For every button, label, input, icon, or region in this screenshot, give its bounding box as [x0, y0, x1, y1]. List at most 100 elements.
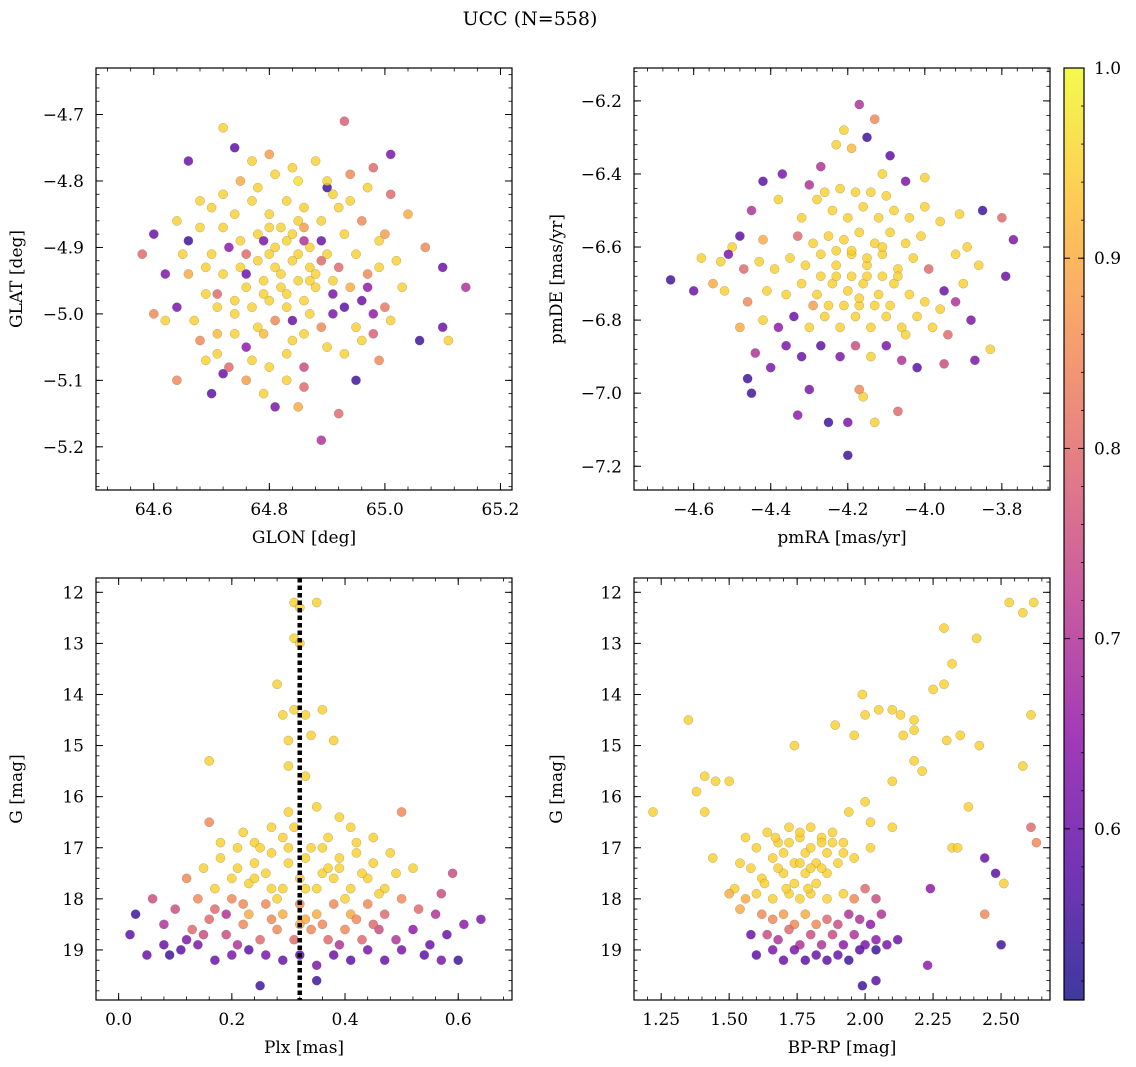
data-point: [865, 843, 876, 853]
data-point: [345, 196, 355, 206]
data-point: [843, 417, 853, 428]
data-point: [765, 362, 776, 373]
data-point: [812, 194, 822, 205]
data-point: [757, 909, 767, 919]
data-point: [125, 929, 135, 940]
data-point: [800, 909, 811, 919]
data-point: [887, 776, 898, 787]
data-point: [345, 955, 356, 965]
data-point: [339, 349, 350, 359]
data-point: [339, 229, 350, 239]
data-point: [904, 289, 915, 300]
data-point: [334, 812, 345, 822]
data-point: [865, 817, 876, 827]
data-point: [403, 209, 413, 219]
data-point: [305, 262, 315, 273]
data-point: [357, 934, 367, 945]
y-tick-label: −7.2: [581, 457, 622, 477]
data-point: [838, 888, 849, 899]
data-point: [767, 945, 778, 955]
data-point: [425, 940, 435, 950]
data-point: [322, 342, 332, 352]
data-point: [316, 435, 327, 445]
data-point: [822, 955, 832, 965]
data-point: [831, 271, 841, 282]
data-point: [195, 222, 205, 233]
data-point: [218, 123, 228, 133]
data-point: [943, 329, 953, 340]
data-point: [368, 832, 379, 843]
data-point: [849, 853, 859, 863]
data-point: [311, 975, 322, 986]
data-point: [939, 623, 949, 633]
data-point: [206, 202, 217, 213]
data-point: [822, 914, 832, 925]
data-point: [796, 351, 807, 362]
data-point: [954, 209, 965, 219]
data-point: [939, 679, 949, 690]
data-point: [920, 297, 930, 307]
data-point: [735, 904, 745, 914]
data-point: [816, 837, 827, 848]
data-point: [289, 934, 299, 945]
data-point: [443, 335, 454, 346]
data-point: [846, 271, 857, 282]
data-point: [281, 375, 292, 386]
data-point: [264, 149, 275, 160]
data-point: [218, 368, 228, 379]
data-point: [844, 807, 854, 817]
data-point: [839, 234, 849, 245]
data-point: [201, 289, 211, 299]
data-point: [476, 914, 486, 925]
data-point: [215, 837, 226, 848]
data-point: [362, 269, 373, 279]
data-point: [413, 904, 424, 914]
data-point: [833, 950, 843, 960]
data-point: [289, 705, 299, 715]
data-point: [235, 236, 246, 246]
y-tick-label: 16: [62, 788, 84, 808]
data-point: [796, 278, 807, 289]
data-point: [283, 735, 294, 746]
data-point: [170, 904, 180, 914]
data-point: [849, 730, 859, 741]
data-point: [881, 311, 892, 322]
y-axis-label: pmDE [mas/yr]: [547, 214, 567, 344]
data-point: [683, 715, 694, 725]
data-point: [368, 329, 379, 339]
data-point: [396, 945, 407, 955]
x-axis-label: pmRA [mas/yr]: [777, 528, 906, 548]
data-point: [800, 955, 811, 965]
data-point: [833, 858, 843, 868]
data-point: [299, 295, 309, 306]
data-point: [351, 322, 361, 332]
data-point: [822, 848, 832, 858]
y-tick-label: −5.0: [43, 305, 84, 325]
data-point: [854, 293, 865, 303]
data-point: [264, 222, 275, 233]
data-point: [345, 169, 355, 180]
data-point: [447, 868, 458, 879]
data-point: [461, 282, 471, 293]
data-point: [885, 150, 895, 161]
data-point: [719, 286, 730, 296]
data-point: [997, 213, 1007, 223]
x-tick-label: 2.25: [914, 1010, 952, 1030]
data-point: [323, 934, 333, 945]
data-point: [258, 289, 269, 299]
data-point: [281, 302, 292, 312]
data-point: [334, 940, 345, 950]
data-point: [789, 878, 800, 889]
y-tick-label: −5.1: [43, 371, 84, 391]
data-point: [137, 249, 147, 259]
data-point: [316, 255, 327, 266]
data-point: [436, 955, 447, 965]
data-point: [281, 236, 292, 246]
data-point: [408, 924, 418, 935]
data-point: [276, 222, 286, 233]
data-point: [750, 348, 761, 358]
y-tick-label: 15: [62, 737, 84, 757]
data-point: [862, 253, 872, 263]
data-point: [181, 934, 192, 945]
data-point: [781, 340, 791, 351]
